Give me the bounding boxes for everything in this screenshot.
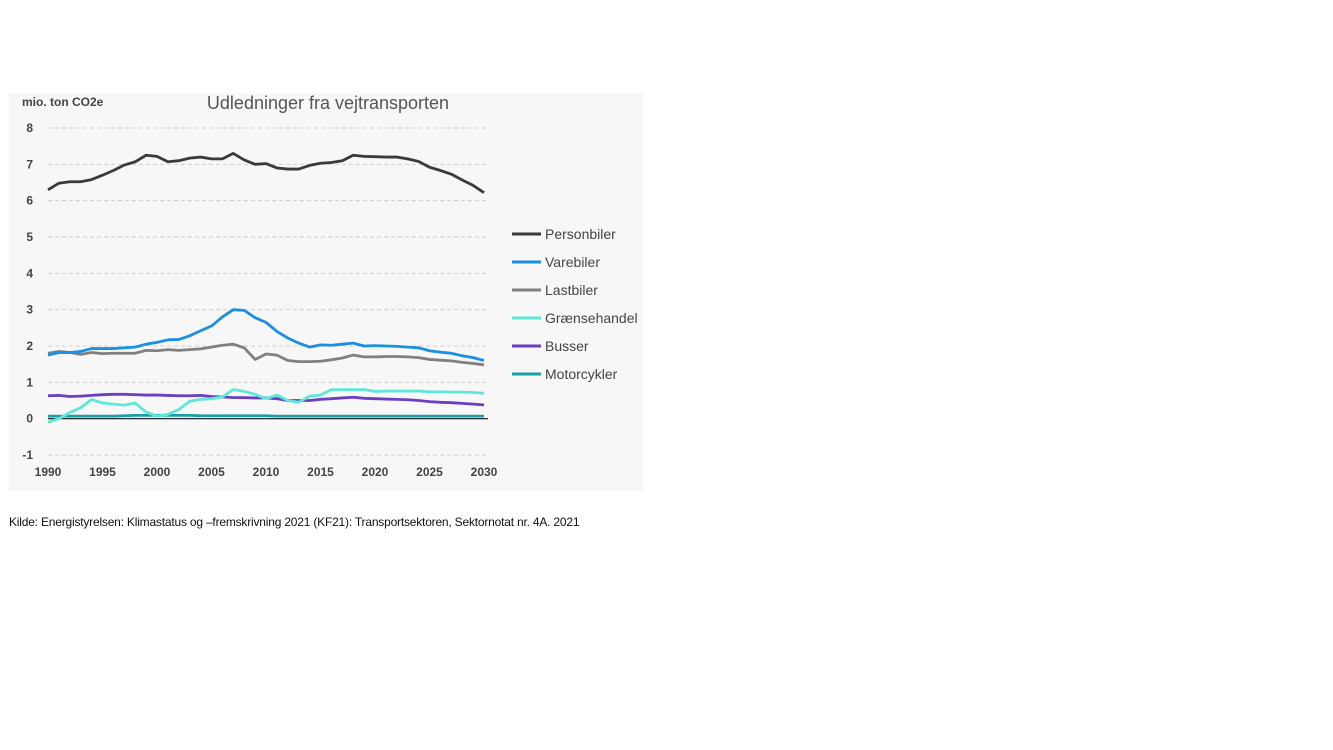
y-tick-label: 8 [26, 121, 33, 135]
x-tick-label: 2025 [416, 465, 443, 479]
x-tick-label: 1995 [89, 465, 116, 479]
y-tick-label: 3 [26, 303, 33, 317]
chart-background [9, 93, 643, 491]
x-tick-label: 2010 [253, 465, 280, 479]
chart-title: Udledninger fra vejtransporten [207, 93, 449, 113]
series-line-lastbiler [47, 342, 485, 367]
y-tick-label: 0 [26, 412, 33, 426]
y-tick-label: 6 [26, 194, 33, 208]
y-tick-label: -1 [22, 448, 33, 462]
source-note: Kilde: Energistyrelsen: Klimastatus og –… [9, 515, 580, 529]
legend-label: Personbiler [545, 226, 616, 242]
x-tick-label: 2020 [362, 465, 389, 479]
series-line-personbiler [47, 152, 485, 194]
y-tick-label: 5 [26, 230, 33, 244]
y-axis-unit-label: mio. ton CO2e [22, 95, 104, 109]
x-tick-label: 2000 [144, 465, 171, 479]
x-tick-label: 2015 [307, 465, 334, 479]
y-tick-label: 2 [26, 339, 33, 353]
y-tick-label: 1 [26, 375, 33, 389]
series-line-motorcykler [48, 413, 484, 418]
x-tick-label: 2005 [198, 465, 225, 479]
legend-label: Lastbiler [545, 282, 598, 298]
y-tick-label: 7 [26, 157, 33, 171]
legend-label: Motorcykler [545, 366, 618, 382]
series-line-varebiler [47, 308, 485, 362]
series-line-grænsehandel [47, 388, 485, 424]
x-tick-label: 2030 [471, 465, 498, 479]
x-tick-label: 1990 [35, 465, 62, 479]
y-tick-label: 4 [26, 266, 33, 280]
legend-label: Busser [545, 338, 589, 354]
legend-label: Grænsehandel [545, 310, 638, 326]
legend-label: Varebiler [545, 254, 600, 270]
